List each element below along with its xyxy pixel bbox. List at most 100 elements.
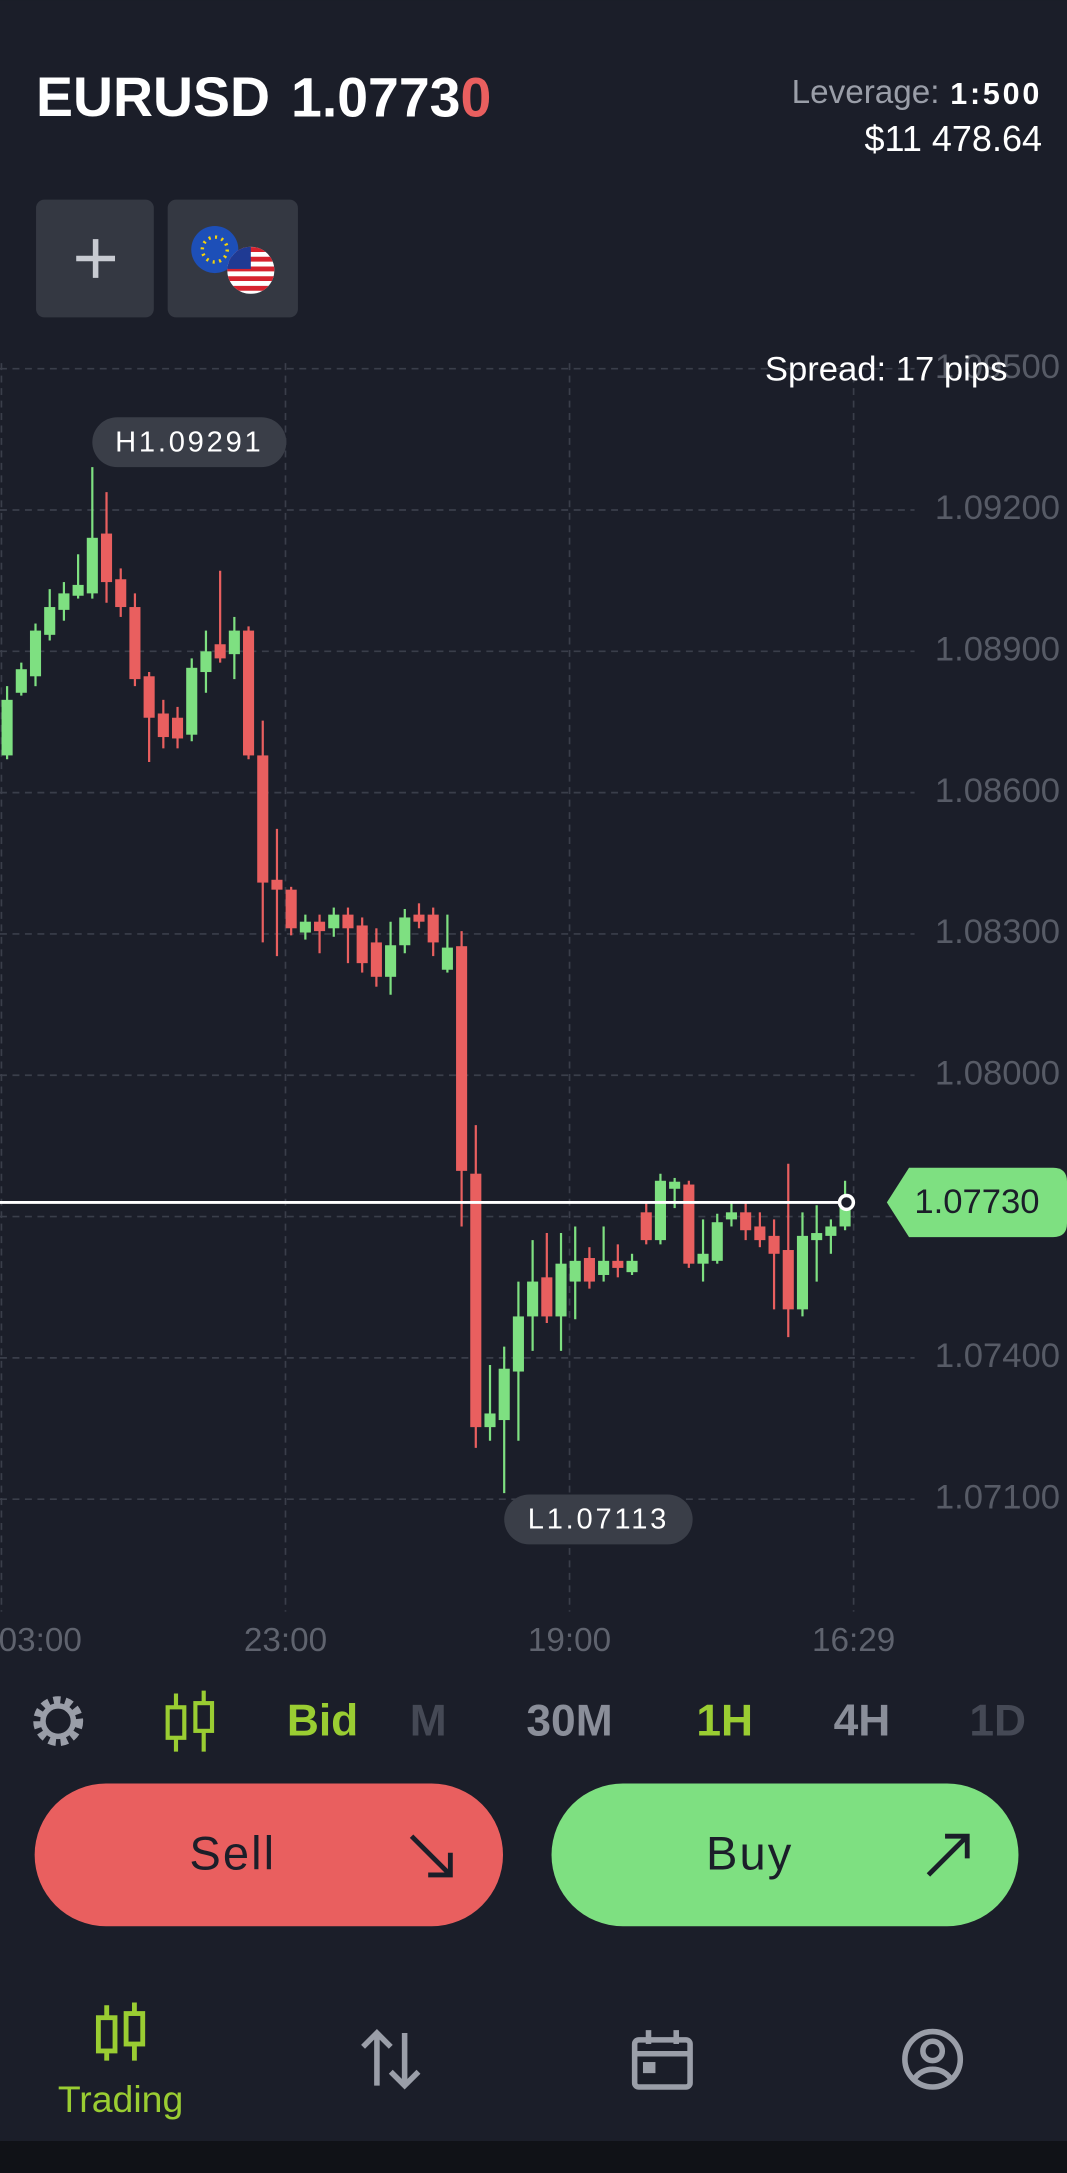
candle-body bbox=[512, 1316, 524, 1372]
candle-body bbox=[314, 921, 326, 932]
candle-body bbox=[157, 713, 169, 738]
price-tag-bg bbox=[886, 1167, 1067, 1238]
buy-label: Buy bbox=[706, 1826, 793, 1879]
candle-body bbox=[669, 1181, 681, 1189]
x-tick-label: 23:00 bbox=[244, 1622, 327, 1659]
leverage-value: 1:500 bbox=[950, 77, 1042, 111]
candle-body bbox=[427, 914, 439, 943]
price-tag: 1.07730 bbox=[914, 1183, 1039, 1221]
candle-body bbox=[441, 947, 453, 970]
timeframe[interactable]: 1H bbox=[696, 1697, 753, 1746]
chart-type-button[interactable] bbox=[165, 1690, 215, 1752]
candle-body bbox=[768, 1235, 780, 1254]
candle-body bbox=[413, 914, 425, 922]
nav-trading[interactable]: Trading bbox=[58, 2002, 183, 2120]
candle-body bbox=[569, 1260, 581, 1282]
gear-teeth bbox=[33, 1696, 84, 1747]
profile-head bbox=[920, 2038, 946, 2064]
nav-profile[interactable] bbox=[902, 2028, 964, 2090]
candle-body bbox=[725, 1212, 737, 1220]
balance: $11 478.64 bbox=[864, 118, 1042, 159]
candle-body bbox=[754, 1226, 766, 1241]
candle-body bbox=[342, 914, 354, 929]
timeframes: M 30M 1H 4H 1D bbox=[410, 1697, 1026, 1746]
candle-body bbox=[711, 1222, 723, 1261]
candle-body bbox=[72, 584, 84, 596]
candle-body bbox=[825, 1226, 837, 1236]
candle-body bbox=[129, 607, 141, 680]
timeframe[interactable]: M bbox=[410, 1697, 447, 1746]
candle-body bbox=[555, 1263, 567, 1317]
candle-body bbox=[541, 1277, 553, 1317]
candle-body bbox=[484, 1413, 496, 1428]
candle-body bbox=[697, 1253, 709, 1264]
trading-icon bbox=[95, 2002, 146, 2061]
nav-label: Trading bbox=[58, 2078, 183, 2120]
candle-body bbox=[299, 921, 311, 933]
nav-history[interactable] bbox=[361, 2029, 421, 2090]
candle-body bbox=[640, 1212, 652, 1241]
calendar-frame bbox=[631, 2037, 693, 2090]
candle-icon-body bbox=[193, 1701, 215, 1733]
candle-body bbox=[598, 1260, 610, 1275]
candle-body bbox=[271, 879, 283, 890]
us-flag bbox=[227, 246, 275, 294]
y-tick-label: 1.09500 bbox=[935, 348, 1060, 386]
candle-body bbox=[228, 630, 240, 655]
candle-body bbox=[171, 717, 184, 739]
x-tick-label: 03:00 bbox=[0, 1622, 82, 1659]
candle-body bbox=[86, 537, 98, 594]
timeframe[interactable]: 1D bbox=[969, 1697, 1026, 1746]
candle-body bbox=[811, 1233, 823, 1241]
sell-button[interactable]: Sell bbox=[34, 1783, 504, 1927]
y-tick-label: 1.09200 bbox=[935, 489, 1060, 527]
candle-body bbox=[115, 579, 127, 608]
price-last-digit: 0 bbox=[460, 66, 491, 128]
candle-body bbox=[470, 1173, 482, 1428]
candle-body bbox=[782, 1250, 794, 1310]
y-tick-label: 1.07100 bbox=[935, 1478, 1060, 1516]
buy-arrow bbox=[926, 1833, 970, 1877]
add-button[interactable] bbox=[36, 199, 154, 318]
gear-ring bbox=[40, 1703, 77, 1740]
candle-body bbox=[626, 1260, 638, 1273]
settings-button[interactable] bbox=[33, 1696, 84, 1747]
candle-body bbox=[796, 1235, 809, 1310]
candle-body bbox=[527, 1281, 539, 1317]
candle-body bbox=[456, 946, 468, 1171]
candle-body bbox=[200, 651, 212, 673]
candle-body bbox=[257, 755, 269, 883]
low-label-bg bbox=[504, 1494, 693, 1545]
candle-body bbox=[100, 533, 113, 583]
calendar-top bbox=[634, 2030, 691, 2057]
high-label: H1.09291 bbox=[115, 426, 263, 458]
y-tick-label: 1.08300 bbox=[935, 913, 1060, 951]
x-tick-label: 16:29 bbox=[812, 1622, 895, 1659]
chart: 1.071001.074001.077001.080001.083001.086… bbox=[0, 348, 1067, 1659]
buy-button-bg bbox=[551, 1783, 1019, 1927]
candle-body bbox=[356, 925, 368, 964]
candle-body bbox=[328, 914, 340, 929]
candle-body bbox=[1, 699, 13, 756]
timeframe[interactable]: 30M bbox=[526, 1697, 612, 1746]
candle-body bbox=[583, 1258, 595, 1282]
candle-body bbox=[385, 945, 397, 977]
candle-icon-body bbox=[165, 1705, 187, 1740]
candle-body bbox=[243, 630, 255, 756]
buy-button[interactable]: Buy bbox=[551, 1783, 1019, 1927]
candle-body bbox=[58, 593, 70, 610]
candle-body bbox=[740, 1212, 752, 1231]
timeframe[interactable]: 4H bbox=[834, 1697, 891, 1746]
y-tick-label: 1.08600 bbox=[935, 772, 1060, 810]
candle-body bbox=[612, 1260, 624, 1268]
low-label: L1.07113 bbox=[528, 1503, 669, 1535]
nav-calendar[interactable] bbox=[631, 2030, 693, 2090]
y-tick-label: 1.07400 bbox=[935, 1337, 1060, 1375]
high-label-bg bbox=[92, 417, 287, 468]
candle-body bbox=[370, 942, 382, 977]
price-type[interactable]: Bid bbox=[287, 1697, 358, 1746]
instrument-button[interactable] bbox=[167, 199, 298, 318]
candle-body bbox=[143, 676, 155, 718]
